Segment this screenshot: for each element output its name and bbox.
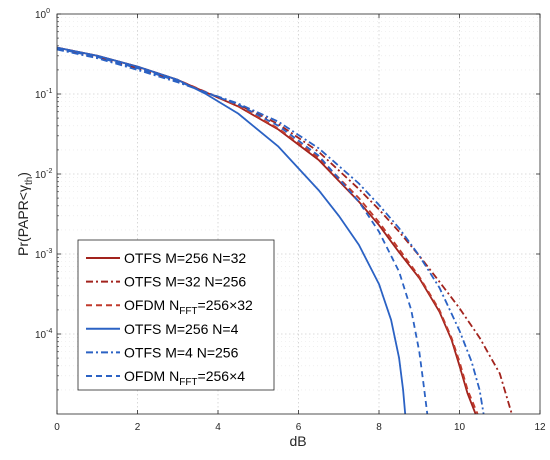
legend-label-6: OFDM NFFT=256×4: [124, 368, 245, 388]
x-tick-label: 6: [296, 422, 302, 433]
legend-box: [77, 239, 275, 391]
legend-label-3: OFDM NFFT=256×32: [124, 297, 253, 317]
y-axis-title-close: ): [15, 172, 31, 177]
x-tick-label: 12: [534, 422, 546, 433]
y-tick-label-base: 10: [35, 90, 47, 101]
x-tick-label: 8: [376, 422, 382, 433]
legend-label-1: OTFS M=256 N=32: [124, 250, 246, 266]
legend-label-tail: =256×4: [198, 368, 246, 384]
y-tick-label-base: 10: [35, 250, 47, 261]
legend-label-2: OTFS M=32 N=256: [124, 274, 246, 290]
series-lines: [56, 46, 513, 415]
y-tick-label-base: 10: [35, 330, 47, 341]
legend-label-sub: FFT: [179, 306, 197, 317]
y-tick-label-exponent: -2: [46, 168, 52, 175]
y-tick-label-base: 10: [35, 10, 47, 21]
x-tick-label: 4: [215, 422, 221, 433]
legend-label-main: OTFS M=32 N=256: [124, 274, 246, 290]
y-axis-title: Pr(PAPR<γth): [15, 172, 35, 256]
series-line-5: [56, 48, 485, 415]
y-tick-label: 10-3: [35, 248, 52, 261]
y-tick-label: 10-4: [35, 328, 52, 341]
legend-label-main: OFDM N: [124, 368, 179, 384]
legend-label-main: OFDM N: [124, 297, 179, 313]
y-axis-title-main: Pr(PAPR<γ: [15, 185, 31, 256]
series-line-4: [56, 46, 407, 415]
x-tick-label: 0: [54, 422, 60, 433]
legend-label-sub: FFT: [179, 377, 197, 388]
legend-label-tail: =256×32: [198, 297, 253, 313]
y-tick-label-exponent: -4: [46, 328, 52, 335]
y-tick-label: 10-1: [35, 88, 52, 101]
legend-label-main: OTFS M=256 N=4: [124, 321, 239, 337]
y-tick-label-exponent: -3: [46, 248, 52, 255]
legend-label-4: OTFS M=256 N=4: [124, 321, 239, 337]
series-line-6: [56, 47, 429, 415]
y-tick-label: 100: [35, 8, 50, 21]
legend-label-main: OTFS M=256 N=32: [124, 250, 246, 266]
legend-label-5: OTFS M=4 N=256: [124, 344, 239, 360]
legend-label-main: OTFS M=4 N=256: [124, 344, 239, 360]
x-axis-title: dB: [289, 433, 306, 449]
y-tick-label: 10-2: [35, 168, 52, 181]
y-tick-label-exponent: 0: [46, 8, 50, 15]
x-tick-label: 2: [135, 422, 141, 433]
y-tick-label-exponent: -1: [46, 88, 52, 95]
y-axis-title-sub: th: [24, 177, 35, 185]
y-tick-label-base: 10: [35, 170, 47, 181]
x-tick-label: 10: [454, 422, 466, 433]
